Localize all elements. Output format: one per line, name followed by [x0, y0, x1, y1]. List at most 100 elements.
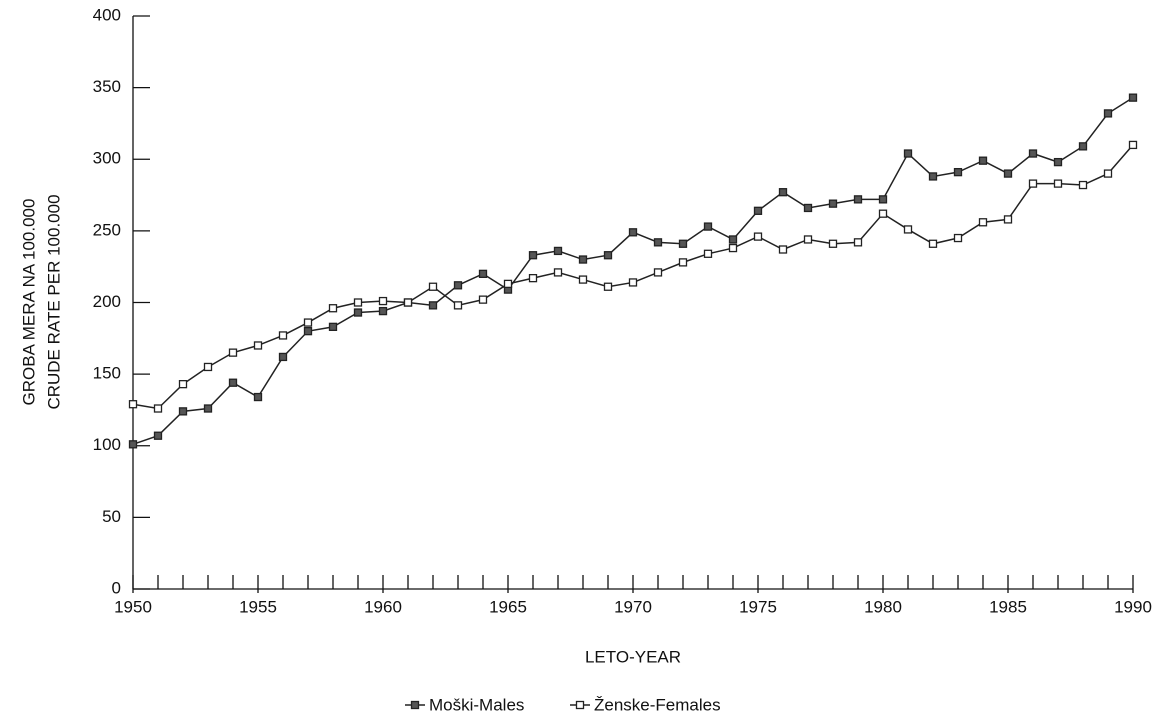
data-point: [178, 407, 188, 416]
data-point: [528, 251, 538, 260]
x-tick-label: 1965: [489, 597, 527, 616]
data-point: [453, 281, 463, 290]
data-point: [828, 199, 838, 208]
data-point: [353, 298, 363, 307]
y-tick-label: 50: [102, 507, 121, 526]
data-point: [803, 235, 813, 244]
x-tick-label: 1985: [989, 597, 1027, 616]
data-point: [403, 298, 413, 307]
series-line: [132, 144, 1134, 410]
x-axis-title: LETO-YEAR: [585, 647, 681, 666]
data-point: [303, 326, 313, 336]
data-point: [778, 188, 788, 197]
y-tick-label: 200: [93, 292, 121, 311]
data-point: [303, 318, 313, 327]
data-point: [928, 172, 938, 181]
data-point: [728, 243, 738, 253]
data-point: [978, 218, 988, 227]
data-point: [328, 304, 338, 313]
data-point: [378, 306, 388, 316]
data-point: [603, 282, 613, 291]
data-point: [1128, 93, 1138, 102]
data-point: [128, 440, 138, 449]
data-point: [1103, 169, 1113, 178]
data-point: [1128, 140, 1138, 150]
y-tick-label: 350: [93, 77, 121, 96]
data-point: [228, 348, 238, 357]
legend-label: Moški-Males: [429, 695, 524, 714]
data-point: [703, 249, 713, 258]
data-point: [578, 255, 588, 264]
data-point: [553, 268, 563, 277]
data-point: [653, 238, 663, 247]
y-tick-label: 150: [93, 364, 121, 383]
data-point: [653, 268, 663, 277]
data-point: [753, 206, 763, 215]
data-point: [328, 322, 338, 332]
data-point: [278, 352, 288, 362]
legend-marker: [575, 700, 585, 710]
data-point: [228, 378, 238, 387]
data-point: [1053, 157, 1063, 167]
data-point: [853, 238, 863, 247]
x-tick-label: 1980: [864, 597, 902, 616]
y-axis-title: CRUDE RATE PER 100.000: [44, 194, 63, 409]
data-point: [878, 209, 888, 218]
x-tick-label: 1960: [364, 597, 402, 616]
data-point: [1003, 169, 1013, 178]
data-point: [928, 239, 938, 248]
data-point: [553, 246, 563, 256]
data-point: [428, 301, 438, 310]
x-tick-label: 1950: [114, 597, 152, 616]
data-point: [978, 156, 988, 165]
data-point: [128, 400, 138, 409]
data-point: [1028, 149, 1038, 158]
data-point: [428, 282, 438, 291]
y-tick-label: 300: [93, 149, 121, 168]
x-tick-label: 1955: [239, 597, 277, 616]
data-point: [578, 275, 588, 284]
data-point: [903, 225, 913, 234]
data-point: [903, 149, 913, 158]
data-point: [203, 404, 213, 413]
data-point: [203, 362, 213, 372]
x-tick-label: 1970: [614, 597, 652, 616]
data-point: [478, 295, 488, 304]
data-point: [953, 167, 963, 177]
series-line: [132, 97, 1134, 446]
legend-marker: [410, 700, 420, 710]
data-point: [678, 239, 688, 248]
data-point: [1053, 179, 1063, 188]
y-tick-label: 400: [93, 5, 121, 24]
data-point: [853, 195, 863, 204]
data-point: [1028, 179, 1038, 188]
data-point: [828, 239, 838, 248]
data-point: [378, 296, 388, 306]
y-tick-label: 0: [112, 578, 121, 597]
x-tick-label: 1975: [739, 597, 777, 616]
data-point: [753, 232, 763, 241]
data-point: [1078, 180, 1088, 190]
data-point: [1078, 142, 1088, 151]
data-point: [778, 245, 788, 254]
data-point: [728, 235, 738, 244]
data-point: [353, 308, 363, 317]
data-point: [1103, 109, 1113, 118]
data-point: [253, 341, 263, 350]
data-point: [603, 251, 613, 260]
data-point: [1003, 215, 1013, 224]
x-tick-label: 1990: [1114, 597, 1152, 616]
data-point: [153, 404, 163, 413]
data-point: [253, 392, 263, 402]
data-point: [503, 279, 513, 289]
data-point: [528, 273, 538, 283]
data-point: [878, 195, 888, 204]
data-point: [703, 222, 713, 231]
data-point: [628, 278, 638, 287]
data-point: [178, 380, 188, 389]
data-point: [153, 431, 163, 440]
y-tick-label: 250: [93, 220, 121, 239]
data-point: [803, 203, 813, 213]
data-point: [453, 301, 463, 310]
